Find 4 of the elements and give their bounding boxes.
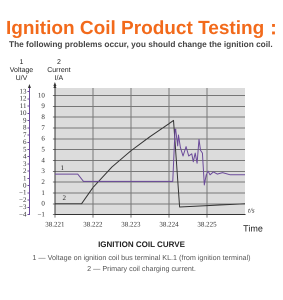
- text: IGNITION COIL CURVE: [97, 239, 186, 250]
- chart-subtitle: The following problems occur, you should change the ignition coil.: [9, 39, 273, 49]
- text: Time: [243, 224, 263, 234]
- chart-title: Ignition Coil Product Testing：: [6, 17, 283, 41]
